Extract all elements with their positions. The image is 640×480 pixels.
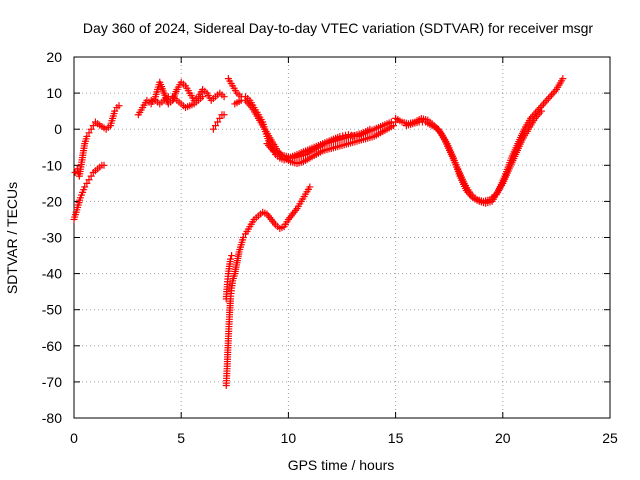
x-tick-label: 15: [388, 430, 404, 446]
y-tick-label: 20: [46, 49, 62, 65]
data-point: [85, 129, 93, 137]
data-point: [212, 122, 220, 130]
x-axis-label: GPS time / hours: [288, 457, 395, 473]
data-point: [548, 91, 556, 99]
data-point: [216, 114, 224, 122]
y-tick-label: 10: [46, 85, 62, 101]
data-point: [541, 98, 549, 106]
y-tick-label: -60: [42, 338, 62, 354]
data-point: [549, 89, 557, 97]
data-point: [220, 93, 228, 101]
axis-ticks: [73, 56, 611, 419]
data-point: [87, 125, 95, 133]
data-point: [89, 122, 97, 130]
data-point: [228, 252, 236, 260]
data-point: [111, 107, 119, 115]
data-point: [209, 125, 217, 133]
x-tick-labels: 0 5 10 15 20 25: [70, 430, 618, 446]
data-marks: [70, 75, 567, 390]
data-point: [85, 176, 93, 184]
data-point: [83, 132, 91, 140]
x-tick-label: 25: [602, 430, 618, 446]
y-tick-label: -40: [42, 266, 62, 282]
y-tick-label: -10: [42, 157, 62, 173]
data-point: [544, 95, 552, 103]
y-tick-label: -30: [42, 230, 62, 246]
data-point: [366, 125, 374, 133]
data-point: [227, 255, 235, 263]
data-point: [83, 179, 91, 187]
chart-title: Day 360 of 2024, Sidereal Day-to-day VTE…: [83, 20, 593, 36]
data-point: [220, 111, 228, 119]
y-tick-label: -50: [42, 302, 62, 318]
data-point: [100, 161, 108, 169]
data-point: [537, 107, 545, 115]
x-tick-label: 20: [495, 430, 511, 446]
data-point: [540, 100, 548, 108]
x-tick-label: 10: [281, 430, 297, 446]
y-tick-labels: 20 10 0 -10 -20 -30 -40 -50 -60 -70 -80: [42, 49, 62, 426]
y-tick-label: -80: [42, 410, 62, 426]
data-point: [239, 234, 247, 241]
data-point: [543, 96, 551, 104]
y-tick-label: -70: [42, 374, 62, 390]
data-point: [87, 172, 95, 180]
data-point: [81, 183, 89, 191]
data-point: [559, 75, 567, 83]
data-point: [199, 93, 207, 101]
data-point: [389, 122, 397, 130]
data-point: [546, 93, 554, 101]
y-tick-label: -20: [42, 193, 62, 209]
y-tick-label: 0: [54, 121, 62, 137]
data-point: [306, 183, 314, 191]
grid: [74, 57, 610, 418]
x-tick-label: 5: [177, 430, 185, 446]
data-point: [214, 118, 222, 126]
x-tick-label: 0: [70, 430, 78, 446]
data-point: [115, 102, 123, 110]
y-axis-label: SDTVAR / TECUs: [4, 182, 20, 294]
